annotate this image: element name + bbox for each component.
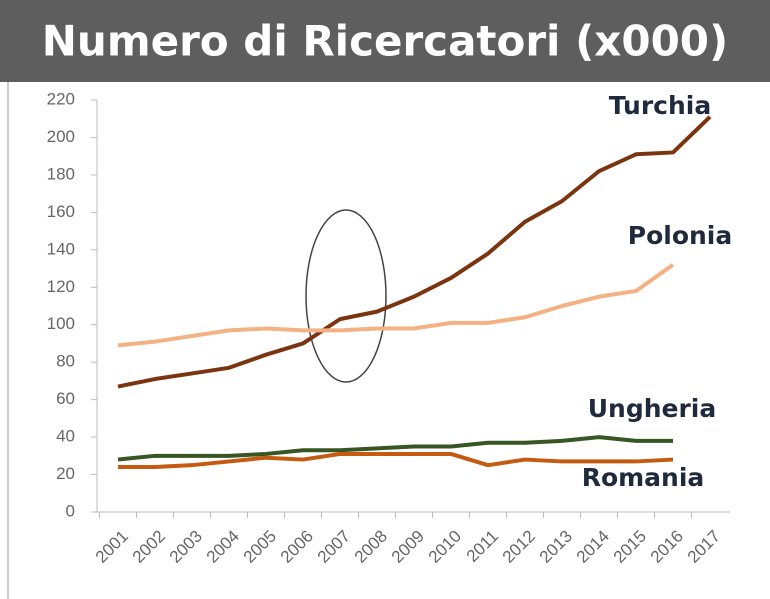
series-line	[117, 435, 673, 462]
x-tick-label: 2001	[92, 527, 132, 567]
x-tick-label: 2017	[684, 527, 724, 567]
x-tick-label: 2003	[166, 527, 206, 567]
y-tick-label: 160	[47, 202, 75, 221]
y-tick-label: 140	[47, 239, 75, 258]
series-label: Ungheria	[588, 394, 717, 423]
x-tick-label: 2016	[647, 527, 687, 567]
x-tick-label: 2005	[240, 527, 280, 567]
x-tick-label: 2011	[463, 527, 502, 566]
y-tick-label: 80	[56, 352, 75, 371]
y-tick-label: 200	[47, 127, 75, 146]
y-tick-label: 60	[56, 389, 75, 408]
series-label: Turchia	[609, 91, 712, 120]
y-tick-label: 100	[47, 314, 75, 333]
x-tick-label: 2006	[277, 527, 317, 567]
series-line	[117, 263, 675, 348]
series-line	[117, 115, 712, 389]
series-label: Polonia	[628, 221, 732, 250]
y-tick-label: 40	[56, 427, 75, 446]
x-tick-label: 2010	[425, 527, 465, 567]
y-tick-label: 120	[47, 277, 75, 296]
highlight-ellipse	[305, 209, 387, 383]
title-banner	[0, 0, 770, 82]
x-tick-label: 2004	[203, 527, 243, 567]
y-tick-label: 220	[47, 89, 75, 108]
x-tick-label: 2002	[129, 527, 169, 567]
series-label: Romania	[582, 463, 705, 492]
x-tick-label: 2013	[536, 527, 576, 567]
x-tick-label: 2008	[351, 527, 391, 567]
x-tick-label: 2007	[314, 527, 354, 567]
series-line	[118, 451, 674, 470]
x-tick-label: 2009	[388, 527, 428, 567]
chart-title: Numero di Ricercatori (x000)	[42, 17, 728, 66]
y-tick-label: 20	[56, 464, 75, 483]
x-tick-label: 2015	[610, 527, 650, 567]
x-tick-label: 2012	[499, 527, 539, 567]
x-tick-label: 2014	[573, 527, 613, 567]
y-tick-label: 180	[47, 164, 75, 183]
y-tick-label: 0	[66, 501, 75, 520]
